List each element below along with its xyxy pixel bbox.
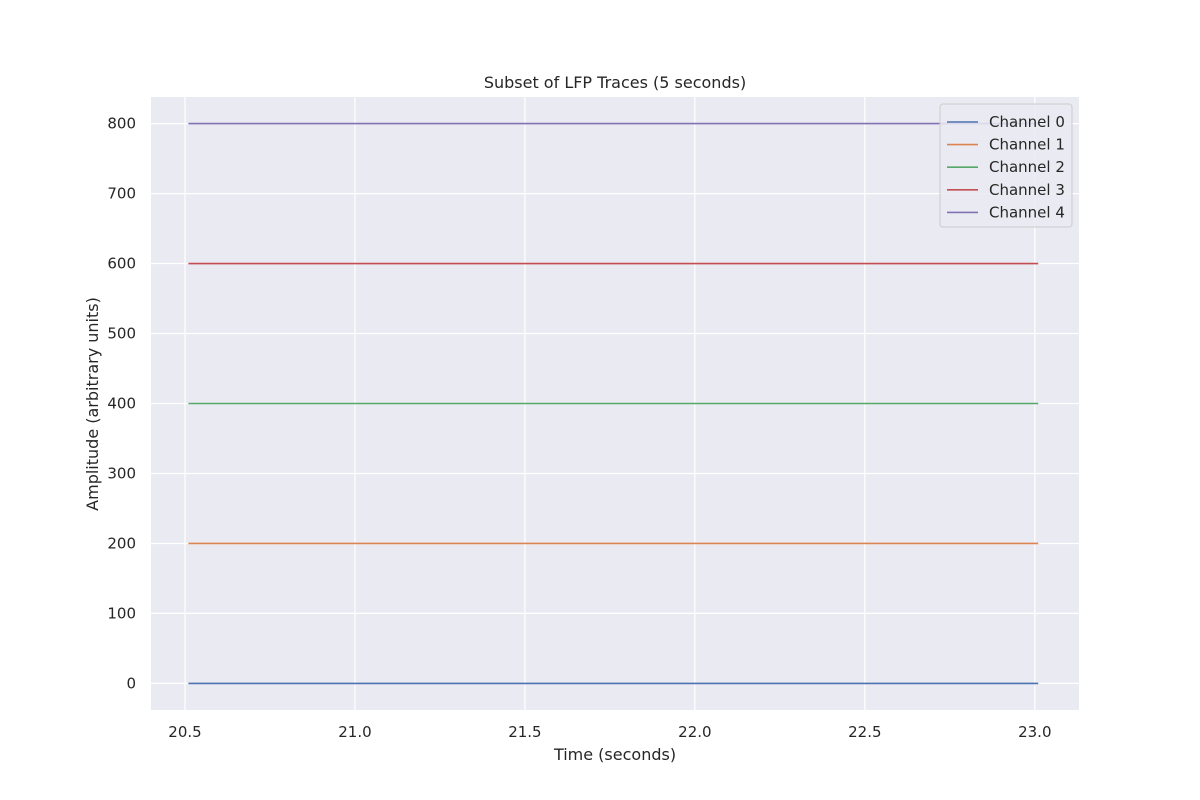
legend-entry-label: Channel 4 [989,203,1065,221]
x-tick-label: 22.0 [678,723,711,741]
x-tick-label: 20.5 [168,723,201,741]
legend-box [939,103,1073,228]
legend-entry-label: Channel 0 [989,113,1065,131]
y-tick-label: 400 [107,395,136,413]
y-axis-label: Amplitude (arbitrary units) [83,297,102,511]
series-lines [188,122,1039,685]
y-axis-ticks: 0 100 200 300 400 500 600 700 800 [107,115,136,693]
legend: Channel 0 Channel 1 Channel 2 Channel 3 Chan… [939,103,1073,228]
y-tick-label: 700 [107,185,136,203]
y-tick-label: 100 [107,604,136,622]
x-axis-ticks: 20.5 21.0 21.5 22.0 22.5 23.0 [168,723,1051,741]
y-tick-label: 0 [126,674,136,692]
x-tick-label: 21.5 [508,723,541,741]
legend-entry-label: Channel 2 [989,158,1065,176]
x-axis-label: Time (seconds) [553,745,676,764]
y-tick-label: 600 [107,255,136,273]
y-tick-label: 300 [107,464,136,482]
x-tick-label: 23.0 [1018,723,1051,741]
y-tick-label: 500 [107,325,136,343]
y-tick-label: 200 [107,534,136,552]
legend-entry-label: Channel 3 [989,181,1065,199]
x-tick-label: 22.5 [848,723,881,741]
y-tick-label: 800 [107,115,136,133]
legend-entry-label: Channel 1 [989,136,1065,154]
chart-title: Subset of LFP Traces (5 seconds) [484,73,746,92]
x-tick-label: 21.0 [338,723,371,741]
